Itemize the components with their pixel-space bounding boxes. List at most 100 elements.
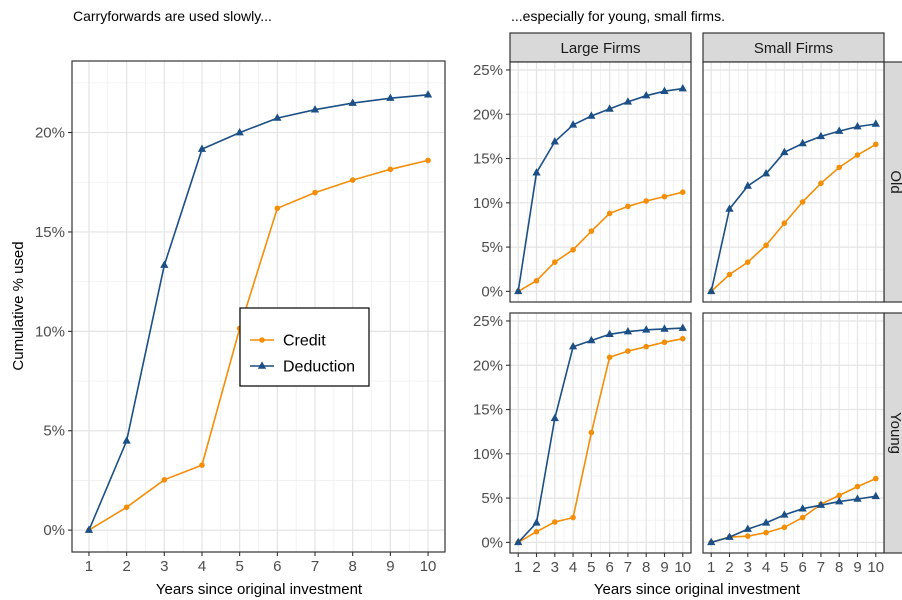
facet-young-small-deduction-point (816, 500, 826, 508)
facet-young-small-x-tick-label: 1 (707, 559, 715, 576)
facet-young-small-x-tick-label: 2 (725, 559, 733, 576)
left-deduction-point (348, 98, 357, 106)
facet-young-small-deduction-point (743, 524, 752, 532)
facet-young-large-y-tick-label: 0% (481, 534, 503, 551)
left-deduction-point (197, 144, 207, 152)
legend-label-deduction: Deduction (283, 359, 355, 376)
facet-young-large-y-tick-label: 10% (473, 446, 503, 463)
facet-young-large-deduction-point (514, 537, 523, 546)
facet-old-large-deduction-point (550, 137, 559, 145)
facet-young-small-x-tick-label: 6 (798, 559, 806, 576)
facet-young-large-x-tick-label: 4 (569, 559, 577, 576)
left-deduction-point (122, 436, 131, 444)
facet-young-large-panel-border (509, 312, 692, 554)
left-y-tick-label: 20% (35, 125, 65, 142)
facet-old-large-deduction-point (532, 168, 541, 176)
facet-old-small-series-credit (708, 141, 879, 295)
facet-young-large-deduction-point (605, 329, 614, 338)
left-x-tick-label: 6 (273, 558, 281, 575)
facet-young-large-x-tick-label: 10 (674, 559, 691, 576)
facet-old-small-credit-line (710, 143, 877, 292)
facet-young-small-deduction-point (853, 494, 862, 502)
facet-young-small-panel-border (702, 312, 885, 554)
facet-old-large-y-tick-label: 0% (481, 283, 503, 300)
facet-young-large-credit-point (625, 348, 631, 354)
facet-young-large-x-tick-label: 6 (605, 559, 613, 576)
facet-old-small-deduction-point (816, 131, 826, 140)
right-chart-title: ...especially for young, small firms. (511, 8, 725, 24)
facet-young-small-deduction-point (725, 532, 734, 540)
facet-young-large-y-tick-label: 15% (473, 402, 503, 419)
facet-old-small-credit-point (836, 164, 843, 171)
facet-young-large-x-tick-label: 1 (514, 559, 522, 576)
left-panel: 0% 5% 10% 15% 20% 1 2 3 4 5 6 7 8 9 10 (35, 60, 446, 575)
facet-young-large-deduction-point (678, 323, 687, 331)
facet-old-small-credit-point (799, 199, 806, 205)
facet-old-large-panel-border (509, 61, 692, 303)
facet-young-small-credit-point (836, 492, 843, 499)
left-credit-point (123, 504, 130, 511)
facet-young-small-x-tick-label: 9 (853, 559, 861, 576)
facet-young-small-deduction-point (780, 510, 789, 518)
facet-young-large-series-deduction (514, 323, 687, 546)
facet-young-small-x-tick-label: 4 (762, 559, 770, 576)
left-credit-point (425, 157, 431, 164)
facet-young-small-credit-point (744, 533, 751, 539)
left-y-axis-title: Cumulative % used (10, 241, 27, 370)
facet-old-large-credit-point (606, 210, 613, 217)
row-strip-label: Young (887, 412, 902, 454)
facet-old-large-credit-point (533, 277, 540, 284)
facet-young-large-credit-point (570, 514, 576, 521)
facet-young-large-x-tick-label: 3 (551, 559, 559, 576)
left-panel-border (71, 60, 446, 553)
left-credit-point (199, 462, 205, 468)
left-chart: 0% 5% 10% 15% 20% 1 2 3 4 5 6 7 8 9 10 (35, 60, 446, 575)
left-credit-point (312, 189, 318, 196)
legend-marker-deduction (257, 361, 267, 369)
facet-old-small-credit-point (744, 259, 751, 265)
facet-young-small-credit-point (854, 483, 861, 490)
facet-young-large-x-tick-label: 7 (624, 559, 632, 576)
facet-old-large-deduction-point (568, 120, 578, 128)
facet-old-small-deduction-point (853, 122, 862, 130)
facet-old-small-deduction-point (871, 119, 880, 127)
left-credit-point (274, 205, 281, 212)
facet-young-small-deduction-point (835, 497, 844, 505)
facet-young-large-credit-point (661, 339, 668, 346)
facet-old-small-deduction-point (725, 204, 734, 212)
left-deduction-point (273, 113, 282, 121)
facet-young-large-deduction-point (660, 324, 669, 332)
left-x-tick-label: 8 (349, 558, 357, 575)
left-series-deduction (84, 90, 433, 533)
facet-old-large-credit-point (679, 189, 686, 195)
left-deduction-point (235, 127, 244, 136)
facet-old-large-y-tick-label: 5% (481, 239, 503, 256)
facet-young-large-deduction-line (517, 327, 683, 543)
facet-old-large-credit-point (643, 198, 650, 204)
facet-old-large-deduction-point (642, 91, 651, 99)
facet-young-large-x-tick-label: 9 (660, 559, 668, 576)
facet-young-large-credit-line (517, 337, 683, 544)
facet-young-small-deduction-point (707, 537, 716, 546)
facet-young-small-x-tick-label: 8 (835, 559, 843, 576)
facet-old-small-credit-point (781, 220, 788, 226)
facet-old-small-deduction-point (743, 181, 752, 189)
left-chart-title: Carryforwards are used slowly... (73, 8, 272, 24)
facet-young-small-x-tick-label: 10 (867, 559, 884, 576)
facet-old-large-deduction-point (660, 86, 669, 94)
facet-old-large-deduction-point (605, 104, 614, 112)
facet-old-large-deduction-line (517, 87, 683, 292)
facet-young-small-credit-point (872, 475, 879, 482)
facet-young-small-x-tick-label: 5 (780, 559, 788, 576)
facet-young-small-series-deduction (707, 491, 880, 546)
column-strip-1 (509, 32, 692, 63)
facet-young-large-credit-point (533, 528, 540, 535)
left-x-axis-title: Years since original investment (156, 581, 363, 598)
column-strip-2 (702, 32, 885, 63)
facet-old-large-credit-point (551, 259, 558, 265)
left-deduction-point (310, 105, 320, 113)
left-credit-line (88, 159, 429, 531)
facet-young-large-deduction-point (642, 325, 651, 333)
facet-old-large-credit-point (661, 193, 668, 200)
